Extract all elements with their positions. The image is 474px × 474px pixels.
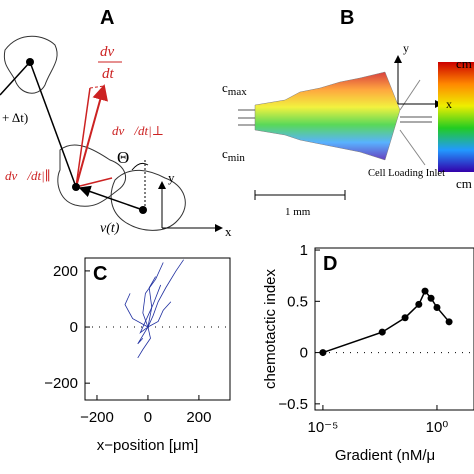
label: dv⃗/dt|⊥: [112, 123, 164, 138]
acceleration-arrow: [75, 84, 108, 188]
data-point: [445, 318, 453, 326]
label: cmin: [222, 146, 245, 164]
device: [254, 71, 401, 161]
x-axis-label: x−position [μm]: [97, 437, 199, 454]
cell-outline: [57, 144, 127, 207]
acceleration-arrow: [75, 177, 113, 188]
velocity-arrow: [78, 185, 144, 211]
data-point: [427, 294, 435, 302]
panel-letter: A: [100, 7, 114, 29]
label: Cell Loading Inlet: [368, 168, 445, 179]
label-sub: max: [228, 86, 247, 98]
label: Θ: [117, 148, 129, 167]
panel-b: B cmax cmin Cell Loading Inlet 1 mm y x …: [222, 7, 474, 218]
angle-arc: [131, 162, 149, 171]
data-point: [433, 303, 441, 311]
label: dv⃗: [100, 44, 126, 60]
x-tick-label: 0: [144, 409, 152, 426]
x-tick-label: 10⁰: [426, 419, 449, 436]
panel-letter: C: [93, 263, 107, 285]
label-base: c: [222, 80, 228, 95]
panel-a: A dv⃗ dt dv⃗/dt|⊥ dv⃗/dt|∥ Θ v(t) + Δt) …: [0, 7, 232, 239]
label-sub: min: [228, 152, 246, 164]
axis-name: y: [403, 41, 409, 55]
channel: [238, 109, 432, 126]
path-line: [0, 61, 31, 96]
scale-label: 1 mm: [285, 206, 311, 218]
cell-center: [26, 58, 34, 66]
x-tick-label: 10⁻⁵: [307, 419, 338, 436]
label: dv⃗/dt|∥: [5, 168, 51, 183]
label-base: c: [222, 146, 228, 161]
data-point: [415, 300, 423, 308]
y-tick-label: −0.5: [278, 396, 308, 413]
y-tick-label: 1: [300, 242, 308, 259]
colorbar-label: cm: [456, 56, 472, 71]
path-line: [29, 61, 77, 188]
trajectory: [139, 284, 162, 334]
y-tick-label: 0: [300, 345, 308, 362]
cell-center: [139, 206, 147, 214]
trajectory: [142, 262, 164, 328]
trajectory: [147, 301, 172, 328]
plot-frame: [314, 247, 474, 411]
trajectory: [147, 259, 184, 328]
x-tick-label: −200: [80, 409, 114, 426]
channel: [399, 79, 426, 166]
trajectory: [147, 276, 156, 328]
trajectory: [124, 293, 149, 328]
label: dt: [102, 66, 115, 82]
cell-center: [72, 183, 80, 191]
colorbar-label: cm: [456, 176, 472, 191]
panel-letter: B: [340, 7, 354, 29]
data-point: [378, 328, 386, 336]
x-axis-label: Gradient (nM/μ: [335, 447, 435, 464]
axis-name: x: [446, 97, 452, 111]
y-tick-label: −200: [44, 375, 78, 392]
plot-frame: [84, 257, 231, 401]
y-axis-label: chemotactic index: [262, 268, 279, 389]
colorbar: [438, 62, 474, 172]
x-tick-label: 200: [186, 409, 211, 426]
y-tick-label: 0: [70, 319, 78, 336]
data-point: [421, 287, 429, 295]
y-tick-label: 0.5: [287, 293, 308, 310]
acceleration-arrow: [75, 87, 91, 188]
axis-name: x: [225, 224, 232, 239]
axis-name: y: [168, 170, 175, 185]
trajectory: [137, 326, 149, 345]
data-point: [401, 314, 409, 322]
y-tick-label: 200: [53, 263, 78, 280]
label: cmax: [222, 80, 247, 98]
cell-outline: [3, 35, 58, 94]
cell-outline: [110, 169, 186, 231]
acceleration-arrow: [89, 85, 105, 89]
trajectory: [137, 326, 151, 359]
panel-letter: D: [323, 253, 337, 275]
label: v(t): [100, 221, 120, 236]
data-point: [319, 349, 327, 357]
label: + Δt): [2, 110, 28, 125]
